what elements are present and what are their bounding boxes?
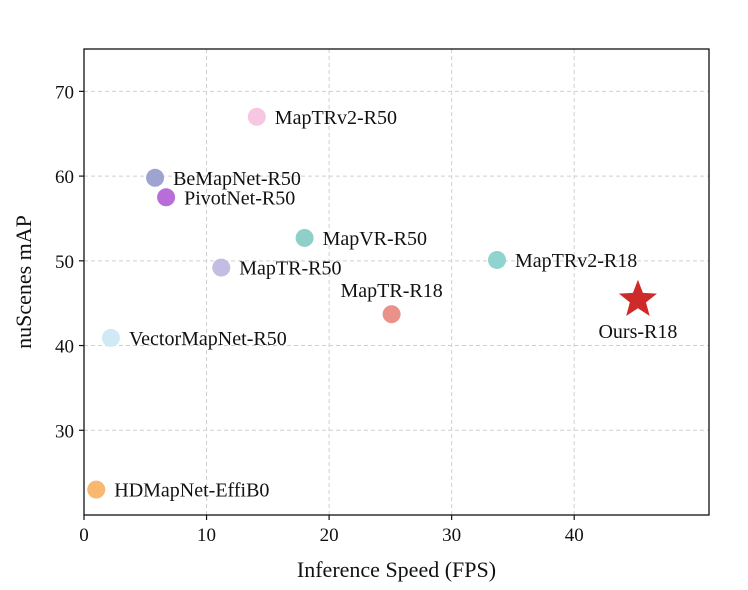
label-hdmapnet-effib0: HDMapNet-EffiB0 bbox=[114, 480, 269, 502]
x-tick-label: 0 bbox=[79, 525, 89, 546]
y-axis-label: nuScenes mAP bbox=[11, 215, 36, 349]
label-maptr-r50: MapTR-R50 bbox=[239, 258, 341, 280]
point-bemapnet-r50 bbox=[146, 168, 165, 187]
grid-lines bbox=[83, 49, 709, 515]
label-maptrv2-r18: MapTRv2-R18 bbox=[515, 250, 637, 272]
label-vectormapnet-r50: VectorMapNet-R50 bbox=[129, 328, 287, 350]
point-maptr-r50 bbox=[212, 258, 231, 277]
point-maptr-r18 bbox=[382, 305, 401, 324]
y-tick-label: 60 bbox=[55, 167, 74, 188]
y-tick-label: 70 bbox=[55, 82, 74, 103]
label-maptr-r18: MapTR-R18 bbox=[340, 280, 442, 302]
y-tick-label: 50 bbox=[55, 252, 74, 273]
point-labels: HDMapNet-EffiB0 VectorMapNet-R50 BeMapNet-… bbox=[114, 107, 677, 502]
y-tick-label: 30 bbox=[55, 421, 74, 442]
point-mapvr-r50 bbox=[295, 228, 314, 247]
point-ours-r18-star bbox=[618, 279, 657, 316]
point-pivotnet-r50 bbox=[157, 188, 176, 207]
data-points bbox=[87, 107, 657, 499]
x-tick-label: 40 bbox=[565, 525, 584, 546]
x-axis-label: Inference Speed (FPS) bbox=[297, 557, 496, 582]
point-maptrv2-r18 bbox=[487, 250, 506, 269]
point-maptrv2-r50 bbox=[247, 107, 266, 126]
point-hdmapnet-effib0 bbox=[87, 480, 106, 499]
label-maptrv2-r50: MapTRv2-R50 bbox=[275, 107, 397, 129]
x-tick-label: 10 bbox=[197, 525, 216, 546]
axis-ticks: 0 10 20 30 40 30 40 50 60 70 bbox=[55, 82, 584, 546]
point-vectormapnet-r50 bbox=[101, 328, 120, 347]
label-ours-r18: Ours-R18 bbox=[598, 321, 677, 343]
y-tick-label: 40 bbox=[55, 337, 74, 358]
x-tick-label: 20 bbox=[320, 525, 339, 546]
x-tick-label: 30 bbox=[442, 525, 461, 546]
label-mapvr-r50: MapVR-R50 bbox=[323, 228, 427, 250]
label-bemapnet-r50: BeMapNet-R50 bbox=[173, 168, 301, 190]
label-pivotnet-r50: PivotNet-R50 bbox=[184, 187, 295, 209]
plot-frame bbox=[83, 48, 710, 516]
